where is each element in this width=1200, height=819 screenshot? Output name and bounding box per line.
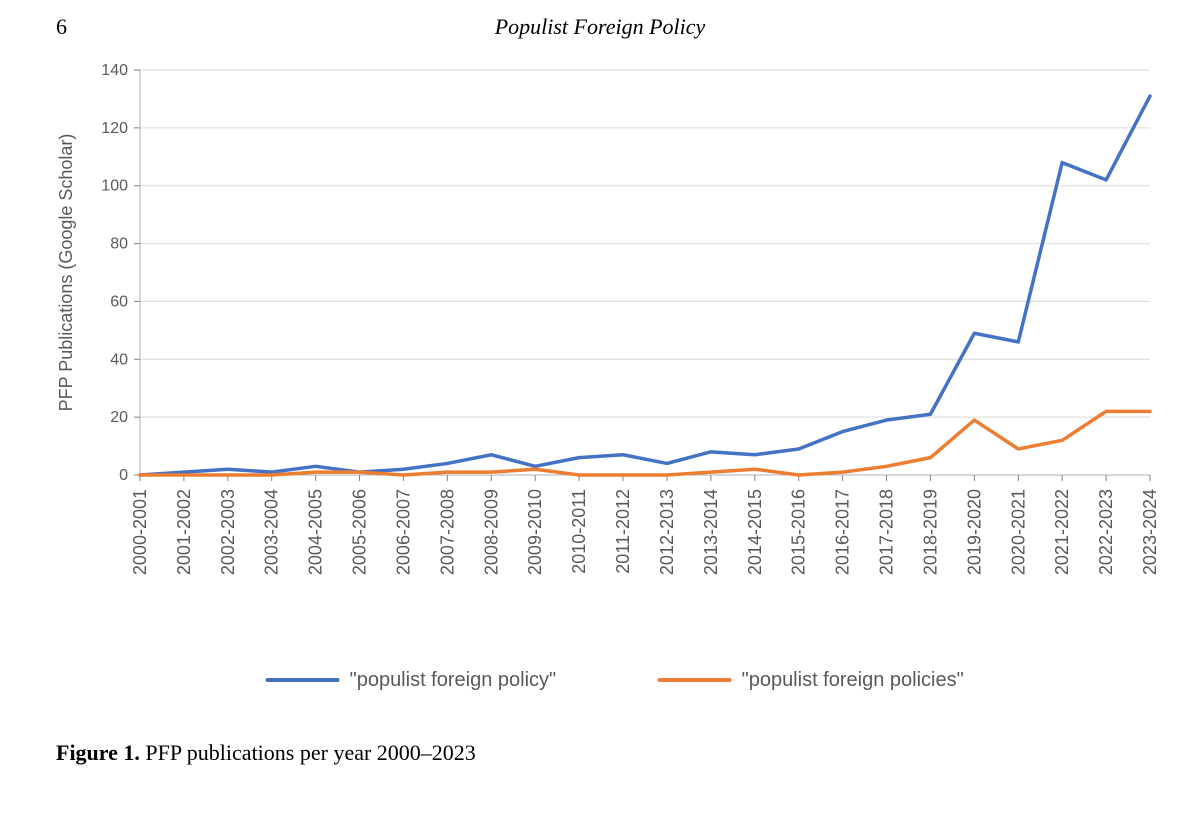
svg-text:"populist foreign policies": "populist foreign policies" — [742, 669, 964, 691]
figure-caption-label: Figure 1. — [56, 740, 140, 765]
svg-text:80: 80 — [110, 236, 128, 253]
svg-text:100: 100 — [101, 178, 128, 195]
svg-text:2014-2015: 2014-2015 — [745, 489, 765, 575]
svg-text:2011-2012: 2011-2012 — [613, 489, 633, 574]
svg-text:2013-2014: 2013-2014 — [701, 489, 721, 575]
svg-text:2005-2006: 2005-2006 — [350, 489, 370, 575]
figure-caption: Figure 1. PFP publications per year 2000… — [56, 740, 476, 766]
svg-text:120: 120 — [101, 120, 128, 137]
svg-text:0: 0 — [119, 467, 128, 484]
svg-text:"populist foreign policy": "populist foreign policy" — [350, 669, 557, 691]
svg-text:2018-2019: 2018-2019 — [920, 489, 940, 575]
svg-text:2020-2021: 2020-2021 — [1008, 489, 1028, 575]
svg-text:2015-2016: 2015-2016 — [789, 489, 809, 575]
svg-text:2003-2004: 2003-2004 — [262, 489, 282, 575]
line-chart: 0 20 40 60 80 100 120 140 2000-2001 2001-2002 2002… — [50, 60, 1160, 700]
svg-text:2021-2022: 2021-2022 — [1052, 489, 1072, 575]
svg-text:2022-2023: 2022-2023 — [1096, 489, 1116, 575]
svg-text:20: 20 — [110, 409, 128, 426]
svg-text:2017-2018: 2017-2018 — [877, 489, 897, 575]
svg-text:2019-2020: 2019-2020 — [964, 489, 984, 575]
svg-text:2023-2024: 2023-2024 — [1140, 489, 1160, 575]
running-title: Populist Foreign Policy — [0, 14, 1200, 40]
svg-text:40: 40 — [110, 351, 128, 368]
svg-text:2006-2007: 2006-2007 — [393, 489, 413, 575]
svg-text:140: 140 — [101, 62, 128, 79]
page-header: 6 Populist Foreign Policy — [0, 14, 1200, 44]
svg-text:2012-2013: 2012-2013 — [657, 489, 677, 575]
svg-text:2001-2002: 2001-2002 — [174, 489, 194, 575]
svg-text:2010-2011: 2010-2011 — [569, 489, 589, 574]
svg-text:2000-2001: 2000-2001 — [130, 489, 150, 575]
svg-text:2004-2005: 2004-2005 — [306, 489, 326, 575]
svg-text:2009-2010: 2009-2010 — [525, 489, 545, 575]
figure-caption-text: PFP publications per year 2000–2023 — [140, 740, 476, 765]
svg-text:PFP Publications (Google Schol: PFP Publications (Google Scholar) — [56, 134, 76, 412]
svg-text:2016-2017: 2016-2017 — [833, 489, 853, 575]
page: 6 Populist Foreign Policy 0 20 40 60 80 100 12… — [0, 0, 1200, 819]
svg-text:2002-2003: 2002-2003 — [218, 489, 238, 575]
svg-text:2008-2009: 2008-2009 — [481, 489, 501, 575]
chart-container: 0 20 40 60 80 100 120 140 2000-2001 2001-2002 2002… — [50, 60, 1160, 700]
svg-text:60: 60 — [110, 293, 128, 310]
svg-text:2007-2008: 2007-2008 — [437, 489, 457, 575]
